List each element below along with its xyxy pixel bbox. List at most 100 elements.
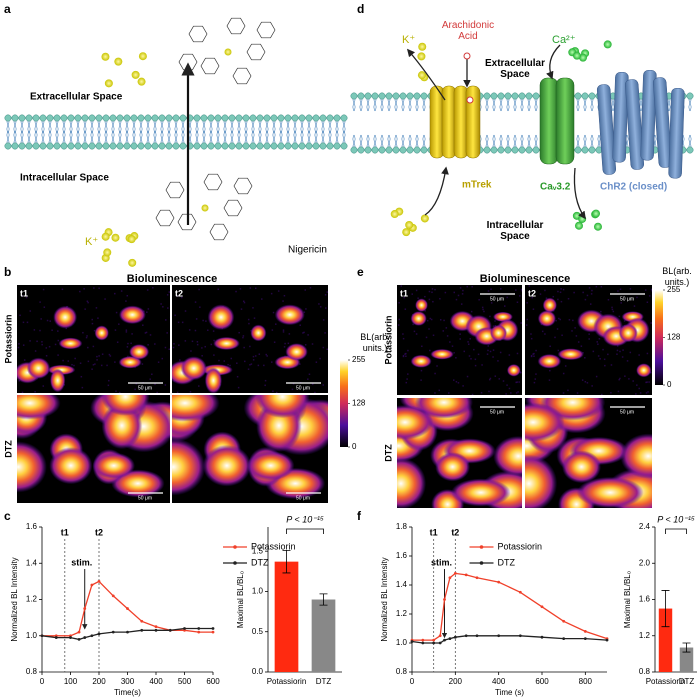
point	[69, 636, 72, 639]
channel-chr2	[596, 84, 617, 175]
noise	[283, 346, 286, 348]
lipid-tail	[590, 98, 594, 112]
noise	[492, 325, 495, 327]
noise	[544, 333, 546, 335]
lipid-tail	[83, 130, 87, 144]
noise	[584, 298, 587, 301]
lipid-tail	[230, 130, 234, 144]
lipid-tail	[125, 130, 129, 144]
lipid-head	[74, 142, 82, 150]
noise	[95, 307, 98, 309]
noise	[265, 353, 267, 356]
lipid-head	[130, 114, 138, 122]
x-tick-label: 800	[579, 677, 593, 686]
point	[410, 640, 414, 643]
noise	[198, 288, 200, 291]
ion	[101, 52, 110, 61]
noise	[402, 337, 405, 340]
noise	[130, 342, 132, 345]
noise	[400, 285, 403, 287]
lipid-head	[483, 146, 491, 154]
lipid-head	[256, 142, 264, 150]
noise	[407, 349, 409, 352]
lipid-tail	[506, 98, 510, 112]
lipid-head	[277, 142, 285, 150]
noise	[284, 342, 286, 345]
noise	[568, 319, 571, 321]
legend-label: DTZ	[251, 557, 269, 567]
noise	[57, 339, 60, 342]
noise	[434, 392, 436, 394]
lipid-tail	[167, 120, 171, 134]
lipid-head	[32, 114, 40, 122]
y-tick-label: 2.4	[639, 522, 651, 531]
lipid-tail	[611, 98, 615, 112]
lipid-tail	[209, 130, 213, 144]
lipid-head	[116, 114, 124, 122]
significance-bracket	[665, 528, 687, 534]
noise	[424, 295, 426, 298]
noise	[174, 314, 176, 317]
lipid-tail	[485, 134, 489, 148]
noise	[429, 349, 431, 352]
point	[126, 607, 129, 610]
noise	[554, 336, 556, 339]
lipid-tail	[583, 98, 587, 112]
noise	[434, 372, 436, 375]
lipid-tail	[380, 134, 384, 148]
noise	[597, 355, 600, 357]
point	[453, 635, 457, 639]
noise	[494, 320, 496, 322]
molecule-ring	[233, 177, 253, 195]
point	[438, 634, 442, 638]
noise	[567, 297, 570, 300]
noise	[94, 363, 96, 365]
noise	[444, 291, 447, 294]
noise	[629, 351, 632, 354]
point	[197, 627, 201, 630]
lipid-label: Arachidonic Acid	[441, 20, 495, 42]
lipid-head	[483, 92, 491, 100]
cell	[620, 433, 652, 479]
y-axis-label: Normalized BL Intensity	[380, 557, 389, 641]
noise	[612, 310, 615, 313]
noise	[87, 301, 89, 304]
noise	[457, 294, 460, 297]
noise	[535, 373, 537, 375]
noise	[18, 343, 20, 345]
noise	[327, 305, 328, 308]
noise	[417, 297, 419, 299]
noise	[541, 330, 544, 333]
lipid-head	[158, 114, 166, 122]
noise	[252, 359, 255, 361]
noise	[532, 308, 535, 310]
cell	[255, 395, 310, 419]
noise	[83, 288, 85, 290]
noise	[167, 307, 169, 309]
lipid-head	[511, 146, 519, 154]
point	[464, 634, 468, 638]
noise	[26, 321, 29, 324]
noise	[92, 345, 95, 348]
noise	[429, 317, 432, 320]
lipid-head	[406, 92, 414, 100]
noise	[299, 324, 301, 326]
lipid-head	[326, 142, 334, 150]
ion	[418, 42, 427, 51]
noise	[144, 332, 147, 334]
noise	[598, 338, 601, 340]
noise	[405, 381, 408, 384]
lipid-head	[686, 92, 694, 100]
noise	[195, 318, 198, 320]
noise	[482, 308, 484, 311]
x-tick-label: 0	[40, 677, 45, 686]
lipid-tail	[55, 120, 59, 134]
lipid-tail	[195, 130, 199, 144]
noise	[619, 288, 622, 290]
channel-chr2	[652, 77, 673, 168]
noise	[282, 300, 284, 302]
noise	[273, 341, 276, 343]
lipid-tail	[118, 120, 122, 134]
noise	[428, 298, 431, 301]
lipid-head	[399, 92, 407, 100]
